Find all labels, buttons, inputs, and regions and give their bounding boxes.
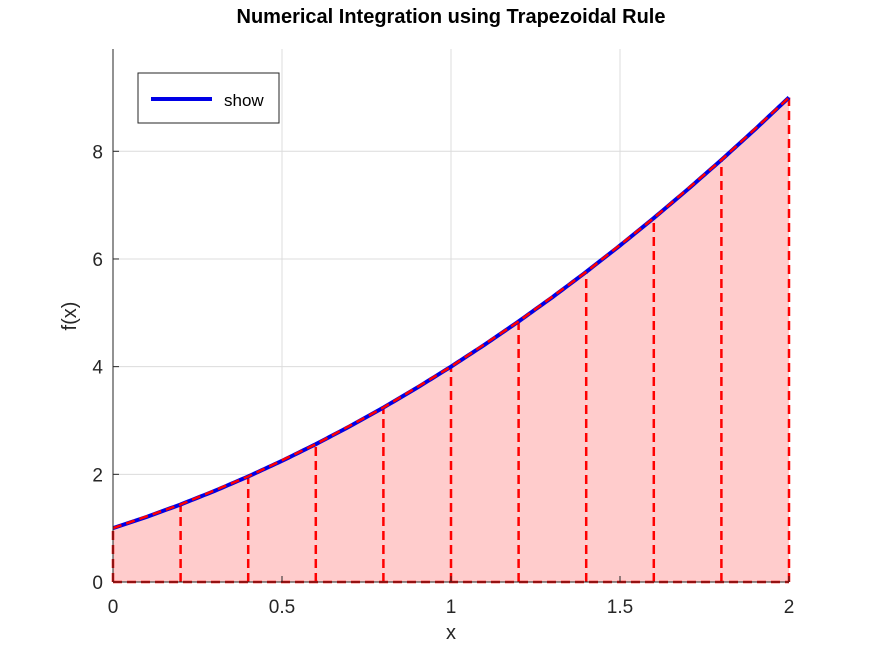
y-tick-label: 0 (92, 573, 103, 594)
x-tick-label: 1.5 (607, 597, 633, 618)
x-tick-label: 1 (446, 597, 457, 618)
trapezoid-tops (112, 96, 790, 530)
y-tick-label: 6 (92, 250, 103, 271)
y-axis-label: f(x) (59, 302, 81, 331)
trapezoid (721, 97, 789, 583)
tick-labels: 0 0.5 1 1.5 2 0 2 4 6 8 (92, 142, 794, 618)
chart-title: Numerical Integration using Trapezoidal … (237, 6, 666, 28)
x-tick-label: 0 (108, 597, 119, 618)
trapezoid (248, 444, 316, 582)
trapezoid (653, 159, 722, 582)
legend: show (137, 72, 280, 124)
y-tick-label: 8 (92, 142, 103, 163)
trapezoid (586, 218, 654, 582)
axes (112, 49, 790, 583)
trapezoid (518, 271, 587, 582)
trapezoid (180, 476, 249, 582)
trapezoid (451, 321, 519, 582)
x-tick-label: 2 (784, 597, 795, 618)
y-tick-label: 2 (92, 465, 103, 486)
y-tick-label: 4 (92, 358, 103, 379)
trapezoid (315, 407, 384, 582)
x-axis-label: x (446, 622, 456, 644)
curve-layer (112, 95, 791, 531)
trapezoid (383, 366, 451, 582)
x-tick-label: 0.5 (269, 597, 295, 618)
legend-label: show (224, 91, 264, 110)
